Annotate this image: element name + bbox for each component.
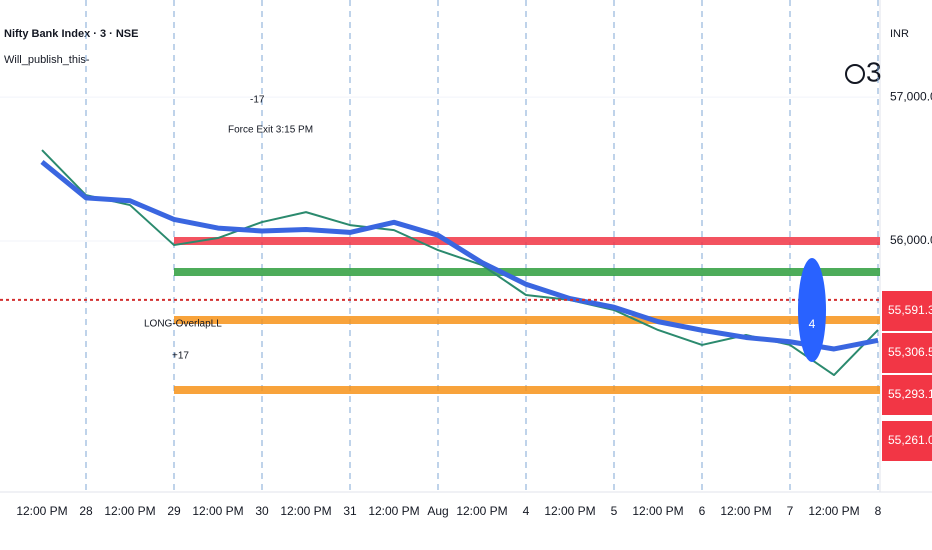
x-tick-label: 12:00 PM xyxy=(368,504,419,518)
y-tick-label: 56,000.00 xyxy=(890,233,932,247)
chart-title: Nifty Bank Index · 3 · NSE xyxy=(4,28,138,40)
x-tick-label: 12:00 PM xyxy=(544,504,595,518)
indicator-name: Will_publish_this- xyxy=(4,54,90,66)
x-tick-label: 12:00 PM xyxy=(280,504,331,518)
x-tick-label: 7 xyxy=(787,504,794,518)
annotation: -17 xyxy=(250,95,265,106)
timer-icon xyxy=(845,64,865,84)
price-badge xyxy=(882,421,932,461)
price-line xyxy=(40,159,879,352)
x-tick-label: 4 xyxy=(523,504,530,518)
price-label: 55,591.35 xyxy=(888,303,932,317)
annotation: +17 xyxy=(172,351,189,362)
price-label: 55,261.00 xyxy=(888,433,932,447)
x-tick-label: 5 xyxy=(611,504,618,518)
x-tick-label: 12:00 PM xyxy=(632,504,683,518)
annotation: 4 xyxy=(809,317,816,331)
x-tick-label: 8 xyxy=(875,504,882,518)
x-tick-label: 29 xyxy=(167,504,181,518)
trade-count-bubble xyxy=(798,258,826,362)
x-tick-label: 12:00 PM xyxy=(104,504,155,518)
annotation: Force Exit 3:15 PM xyxy=(228,125,313,136)
x-tick-label: 31 xyxy=(343,504,357,518)
x-tick-label: 12:00 PM xyxy=(808,504,859,518)
x-tick-label: 12:00 PM xyxy=(16,504,67,518)
y-tick-label: 57,000.00 xyxy=(890,89,932,103)
x-tick-label: 6 xyxy=(699,504,706,518)
x-tick-label: Aug xyxy=(427,504,448,518)
x-tick-label: 12:00 PM xyxy=(192,504,243,518)
currency: INR xyxy=(890,28,909,40)
x-tick-label: 12:00 PM xyxy=(720,504,771,518)
x-tick-label: 30 xyxy=(255,504,269,518)
price-badge xyxy=(882,333,932,373)
price-badge xyxy=(882,375,932,415)
annotation: LONG-OverlapLL xyxy=(144,319,222,330)
price-label: 55,293.15 xyxy=(888,387,932,401)
countdown: 3 xyxy=(866,56,882,87)
price-label: 55,306.50 xyxy=(888,345,932,359)
x-tick-label: 12:00 PM xyxy=(456,504,507,518)
x-tick-label: 28 xyxy=(79,504,93,518)
price-badge xyxy=(882,291,932,331)
